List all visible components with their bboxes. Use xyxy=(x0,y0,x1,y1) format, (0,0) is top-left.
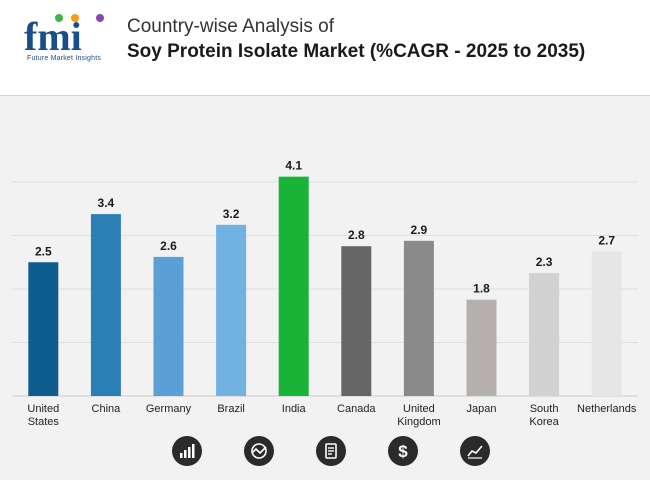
header: fmi Future Market Insights Country-wise … xyxy=(0,0,650,96)
bar-japan xyxy=(466,299,497,396)
bar-value-label: 2.3 xyxy=(536,255,553,269)
x-tick-label: Canada xyxy=(337,403,376,415)
fmi-logo: fmi xyxy=(24,14,104,59)
x-tick-label: Germany xyxy=(146,403,192,415)
bar-value-label: 3.4 xyxy=(98,196,115,210)
logo-dot-orange xyxy=(71,14,79,22)
bar-china xyxy=(90,214,121,396)
logo-dot-green xyxy=(55,14,63,22)
bar-value-label: 2.5 xyxy=(35,244,52,258)
bar-value-label: 3.2 xyxy=(223,207,240,221)
chart-title-line2: Soy Protein Isolate Market (%CAGR - 2025… xyxy=(127,41,586,62)
x-tick-label: Korea xyxy=(529,416,559,428)
logo-dot-purple xyxy=(96,14,104,22)
header-divider xyxy=(0,95,650,96)
chart-area: 2.5 United States 3.4 China 2.6 Germany 3.2 Braz… xyxy=(0,96,650,480)
bar-brazil xyxy=(216,224,247,396)
logo-tagline: Future Market Insights xyxy=(27,55,102,62)
bar-india xyxy=(278,176,309,396)
x-tick-label: South xyxy=(530,403,559,415)
bar-chart: 2.5UnitedStates3.4China2.6Germany3.2Braz… xyxy=(12,159,638,428)
bar-value-label: 2.8 xyxy=(348,228,365,242)
x-tick-label: Kingdom xyxy=(397,416,440,428)
x-tick-label: United xyxy=(27,403,59,415)
x-tick-label: States xyxy=(28,416,60,428)
bar-united-kingdom xyxy=(403,240,434,396)
bar-netherlands xyxy=(591,251,622,396)
x-tick-label: India xyxy=(282,403,307,415)
x-tick-label: United xyxy=(403,403,435,415)
bar-value-label: 4.1 xyxy=(285,159,302,173)
bar-value-label: 2.6 xyxy=(160,239,177,253)
trend-line-icon xyxy=(460,436,490,466)
footer-icon-row: $ xyxy=(0,436,650,472)
dollar-icon: $ xyxy=(388,436,418,466)
bar-germany xyxy=(153,256,184,396)
bar-south-korea xyxy=(529,272,560,396)
logo-text: fmi xyxy=(24,14,82,59)
bar-canada xyxy=(341,246,372,396)
x-tick-label: Brazil xyxy=(217,403,245,415)
bar-value-label: 2.9 xyxy=(411,223,428,237)
x-tick-label: Netherlands xyxy=(577,403,637,415)
bar-value-label: 1.8 xyxy=(473,282,490,296)
globe-chart-icon xyxy=(244,436,274,466)
bar-value-label: 2.7 xyxy=(598,234,615,248)
bar-growth-icon xyxy=(172,436,202,466)
x-tick-label: China xyxy=(92,403,122,415)
svg-text:$: $ xyxy=(398,442,408,460)
document-icon xyxy=(316,436,346,466)
chart-title-line1: Country-wise Analysis of xyxy=(127,16,334,37)
x-tick-label: Japan xyxy=(467,403,497,415)
bar-united-states xyxy=(28,262,59,396)
